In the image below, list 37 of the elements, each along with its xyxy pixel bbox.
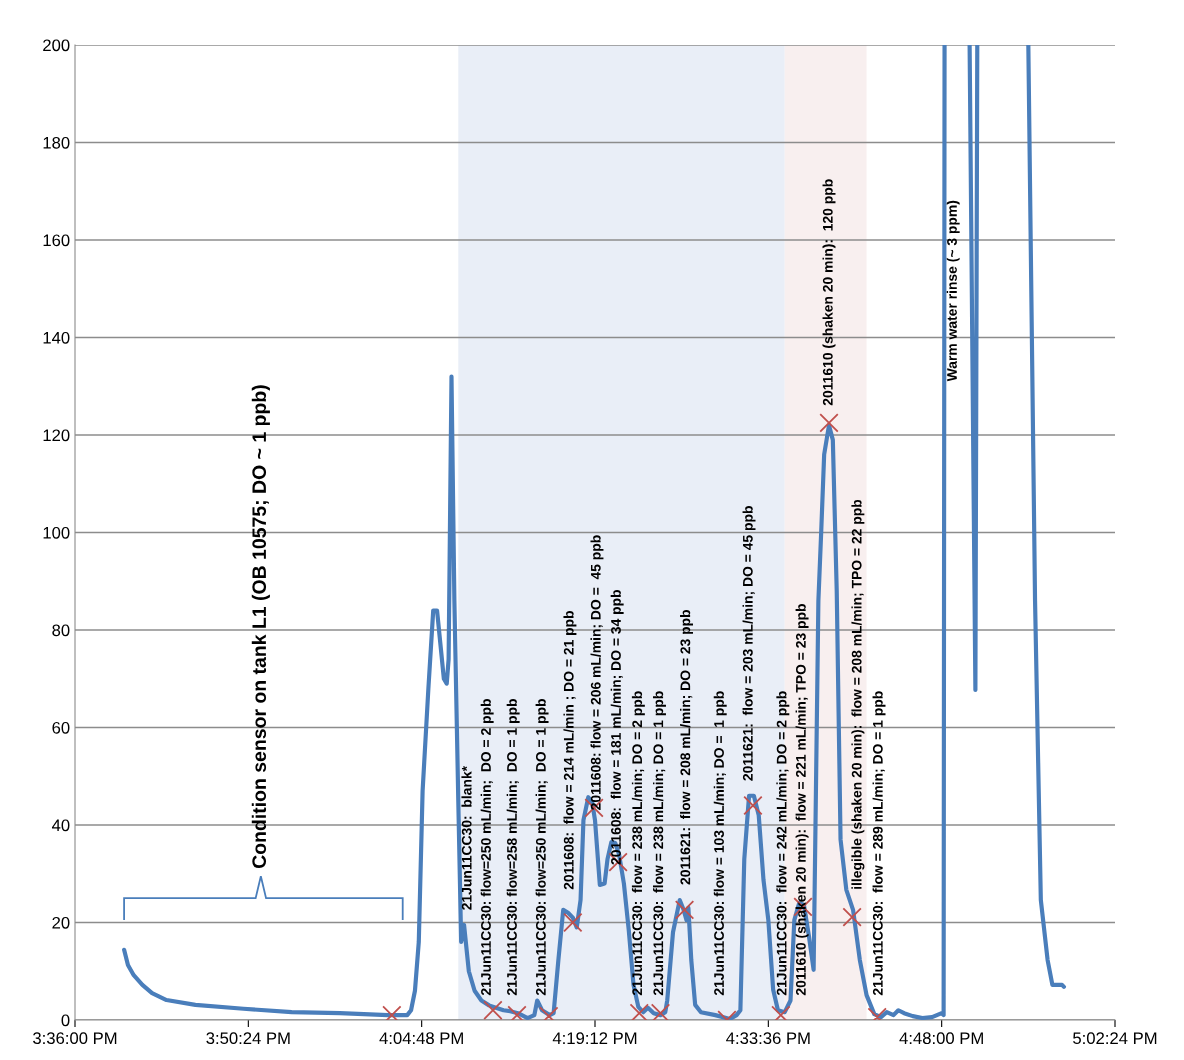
annotation: Warm water rinse (~ 3 ppm) [946, 200, 960, 382]
y-tick-label: 40 [51, 819, 70, 832]
y-tick-label: 180 [43, 136, 70, 149]
y-tick-label: 20 [52, 916, 70, 929]
annotation: 2011608: flow = 214 mL/min ; DO = 21 ppb [563, 610, 577, 890]
annotation: 2011608: flow = 206 mL/min; DO = 45 ppb [590, 535, 604, 810]
y-tick-label: 160 [43, 234, 70, 247]
annotation: 21Jun11CC30: flow = 103 mL/min; DO = 1 ppb [713, 691, 727, 996]
x-tick-label: 4:04:48 PM [379, 1032, 463, 1045]
y-tick-label: 0 [61, 1014, 70, 1027]
annotation: 2011610 (shaken 20 min): 120 ppb [822, 179, 836, 406]
y-tick-label: 120 [43, 429, 70, 442]
annotation: 2011608: flow = 181 mL/min; DO = 34 ppb [610, 589, 624, 865]
y-tick-label: 140 [43, 331, 70, 344]
annotation: 21Jun11CC30: flow = 238 mL/min; DO = 1 ppb [653, 691, 666, 996]
y-tick-label: 200 [43, 39, 70, 52]
annotation: 21Jun11CC30: flow=250 mL/min; DO = 2 ppb [480, 699, 494, 996]
x-tick-label: 4:19:12 PM [552, 1032, 637, 1045]
annotation: illegible (shaken 20 min): flow = 208 mL/min; TPO = 22 ppb [851, 499, 865, 889]
annotation: 2011621: flow = 208 mL/min; DO = 23 ppb [680, 609, 693, 885]
x-tick-label: 3:36:00 PM [33, 1032, 117, 1045]
annotation: 2011610 (shaken 20 min): flow = 221 mL/min; TPO = 23 ppb [795, 604, 809, 996]
x-tick-label: 5:02:24 PM [1073, 1032, 1157, 1045]
annotation: 21Jun11CC30: flow=250 mL/min; DO = 1 ppb [535, 699, 549, 996]
x-tick-label: 4:48:00 PM [899, 1032, 983, 1045]
annotation: 21Jun11CC30: flow = 242 mL/min; DO = 2 ppb [776, 691, 790, 996]
annotation: 21Jun11CC30: flow = 289 mL/min; DO = 1 ppb [872, 691, 886, 996]
annotation: Condition sensor on tank L1 (OB 10575; DO ~ 1 ppb) [251, 385, 270, 869]
annotation: 21Jun11CC30: blank* [461, 765, 472, 910]
x-tick-label: 3:50:24 PM [206, 1032, 290, 1045]
y-tick-label: 80 [52, 624, 70, 637]
y-tick-label: 100 [43, 526, 70, 539]
x-tick-label: 4:33:36 PM [726, 1032, 810, 1045]
annotation: 2011621: flow = 203 mL/min; DO = 45 ppb [742, 506, 756, 781]
y-tick-label: 60 [52, 721, 70, 734]
annotation: 21Jun11CC30: flow=258 mL/min; DO = 1 ppb [506, 699, 520, 996]
annotation: 21Jun11CC30: flow = 238 mL/min; DO = 2 ppb [631, 691, 645, 996]
